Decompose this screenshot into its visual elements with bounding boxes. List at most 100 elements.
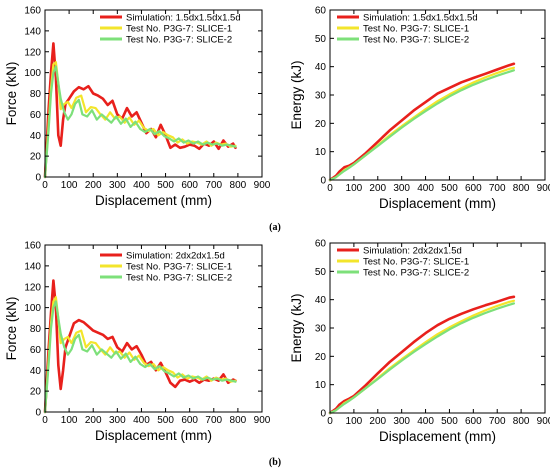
y-tick-label: 60 — [315, 6, 327, 17]
y-tick-label: 120 — [24, 282, 41, 293]
x-tick-label: 300 — [393, 183, 410, 194]
x-axis-title: Displacement (mm) — [379, 429, 496, 444]
legend-label-0: Simulation: 2dx2dx1.5d — [126, 251, 225, 262]
chart-3: 0 100 200 300 400 500 600 700 800 900 0 10 20 30 40 50 6… — [289, 239, 550, 445]
legend-label-0: Simulation: 1.5dx1.5dx1.5d — [126, 13, 241, 24]
legend-label-1: Test No. P3G-7: SLICE-1 — [363, 24, 469, 35]
x-tick-label: 0 — [42, 180, 48, 191]
x-tick-label: 500 — [157, 180, 174, 191]
y-tick-label: 0 — [35, 173, 41, 184]
x-tick-label: 300 — [393, 416, 410, 427]
series-line-0 — [328, 295, 516, 415]
y-tick-label: 20 — [315, 352, 327, 363]
y-axis-title: Force (kN) — [4, 297, 19, 361]
x-tick-label: 700 — [489, 416, 506, 427]
x-tick-label: 900 — [537, 416, 550, 427]
y-axis-title: Energy (kJ) — [289, 60, 304, 129]
x-tick-label: 100 — [61, 415, 78, 426]
x-tick-label: 100 — [346, 183, 363, 194]
legend-label-1: Test No. P3G-7: SLICE-1 — [126, 24, 232, 35]
x-tick-label: 500 — [441, 183, 458, 194]
x-tick-label: 700 — [489, 183, 506, 194]
x-tick-label: 800 — [230, 415, 247, 426]
x-axis-title: Displacement (mm) — [95, 193, 212, 208]
y-tick-label: 160 — [24, 6, 41, 17]
legend-label-2: Test No. P3G-7: SLICE-2 — [126, 273, 232, 284]
y-tick-label: 60 — [30, 345, 42, 356]
x-tick-label: 900 — [254, 180, 271, 191]
y-tick-label: 20 — [315, 119, 327, 130]
x-tick-label: 600 — [465, 416, 482, 427]
x-tick-label: 600 — [181, 415, 198, 426]
y-tick-label: 80 — [30, 324, 42, 335]
x-tick-label: 100 — [346, 416, 363, 427]
y-tick-label: 50 — [315, 267, 327, 278]
y-tick-label: 10 — [315, 380, 327, 391]
y-tick-label: 100 — [24, 68, 41, 79]
series-line-2 — [328, 69, 516, 182]
legend-label-2: Test No. P3G-7: SLICE-2 — [126, 35, 232, 46]
y-tick-label: 140 — [24, 26, 41, 37]
x-tick-label: 100 — [61, 180, 78, 191]
y-axis-title: Force (kN) — [4, 62, 19, 126]
y-axis-title: Energy (kJ) — [289, 293, 304, 362]
y-tick-label: 60 — [315, 239, 327, 250]
legend-label-1: Test No. P3G-7: SLICE-1 — [363, 257, 469, 268]
x-tick-label: 400 — [133, 415, 150, 426]
x-tick-label: 800 — [513, 183, 530, 194]
y-tick-label: 20 — [30, 152, 42, 163]
x-tick-label: 500 — [157, 415, 174, 426]
y-tick-label: 160 — [24, 241, 41, 252]
legend-label-2: Test No. P3G-7: SLICE-2 — [363, 268, 469, 279]
y-tick-label: 40 — [30, 366, 42, 377]
legend-label-1: Test No. P3G-7: SLICE-1 — [126, 262, 232, 273]
x-tick-label: 300 — [109, 415, 126, 426]
x-tick-label: 0 — [42, 415, 48, 426]
x-tick-label: 200 — [85, 415, 102, 426]
x-tick-label: 500 — [441, 416, 458, 427]
series-line-2 — [328, 302, 516, 415]
y-tick-label: 30 — [315, 324, 327, 335]
y-tick-label: 60 — [30, 110, 42, 121]
series-line-1 — [328, 66, 516, 182]
chart-0: 0 100 200 300 400 500 600 700 800 900 0 20 40 60 80 100… — [4, 6, 271, 209]
series-line-0 — [328, 62, 516, 182]
x-tick-label: 800 — [513, 416, 530, 427]
x-tick-label: 800 — [230, 180, 247, 191]
legend-label-0: Simulation: 2dx2dx1.5d — [363, 246, 462, 257]
chart-1: 0 100 200 300 400 500 600 700 800 900 0 10 20 30 40 50 6… — [289, 6, 550, 212]
x-tick-label: 0 — [327, 416, 333, 427]
y-tick-label: 20 — [30, 387, 42, 398]
x-tick-label: 700 — [205, 415, 222, 426]
y-tick-label: 10 — [315, 147, 327, 158]
y-tick-label: 0 — [320, 409, 326, 420]
y-tick-label: 0 — [320, 176, 326, 187]
x-tick-label: 0 — [327, 183, 333, 194]
x-tick-label: 400 — [417, 183, 434, 194]
x-axis-title: Displacement (mm) — [379, 196, 496, 211]
y-tick-label: 140 — [24, 261, 41, 272]
y-tick-label: 0 — [35, 408, 41, 419]
series-line-1 — [328, 299, 516, 415]
x-tick-label: 900 — [254, 415, 271, 426]
x-tick-label: 200 — [369, 183, 386, 194]
y-tick-label: 120 — [24, 47, 41, 58]
panel-label-b: (b) — [269, 457, 281, 468]
x-tick-label: 700 — [205, 180, 222, 191]
x-tick-label: 400 — [133, 180, 150, 191]
y-tick-label: 50 — [315, 34, 327, 45]
x-tick-label: 600 — [465, 183, 482, 194]
x-tick-label: 300 — [109, 180, 126, 191]
x-axis-title: Displacement (mm) — [95, 428, 212, 443]
x-tick-label: 200 — [85, 180, 102, 191]
y-tick-label: 40 — [30, 131, 42, 142]
x-tick-label: 200 — [369, 416, 386, 427]
legend-label-2: Test No. P3G-7: SLICE-2 — [363, 35, 469, 46]
y-tick-label: 100 — [24, 303, 41, 314]
y-tick-label: 40 — [315, 295, 327, 306]
x-tick-label: 400 — [417, 416, 434, 427]
series-line-2 — [43, 65, 237, 179]
chart-2: 0 100 200 300 400 500 600 700 800 900 0 20 40 60 80 100… — [4, 241, 271, 444]
series-line-2 — [43, 300, 237, 414]
